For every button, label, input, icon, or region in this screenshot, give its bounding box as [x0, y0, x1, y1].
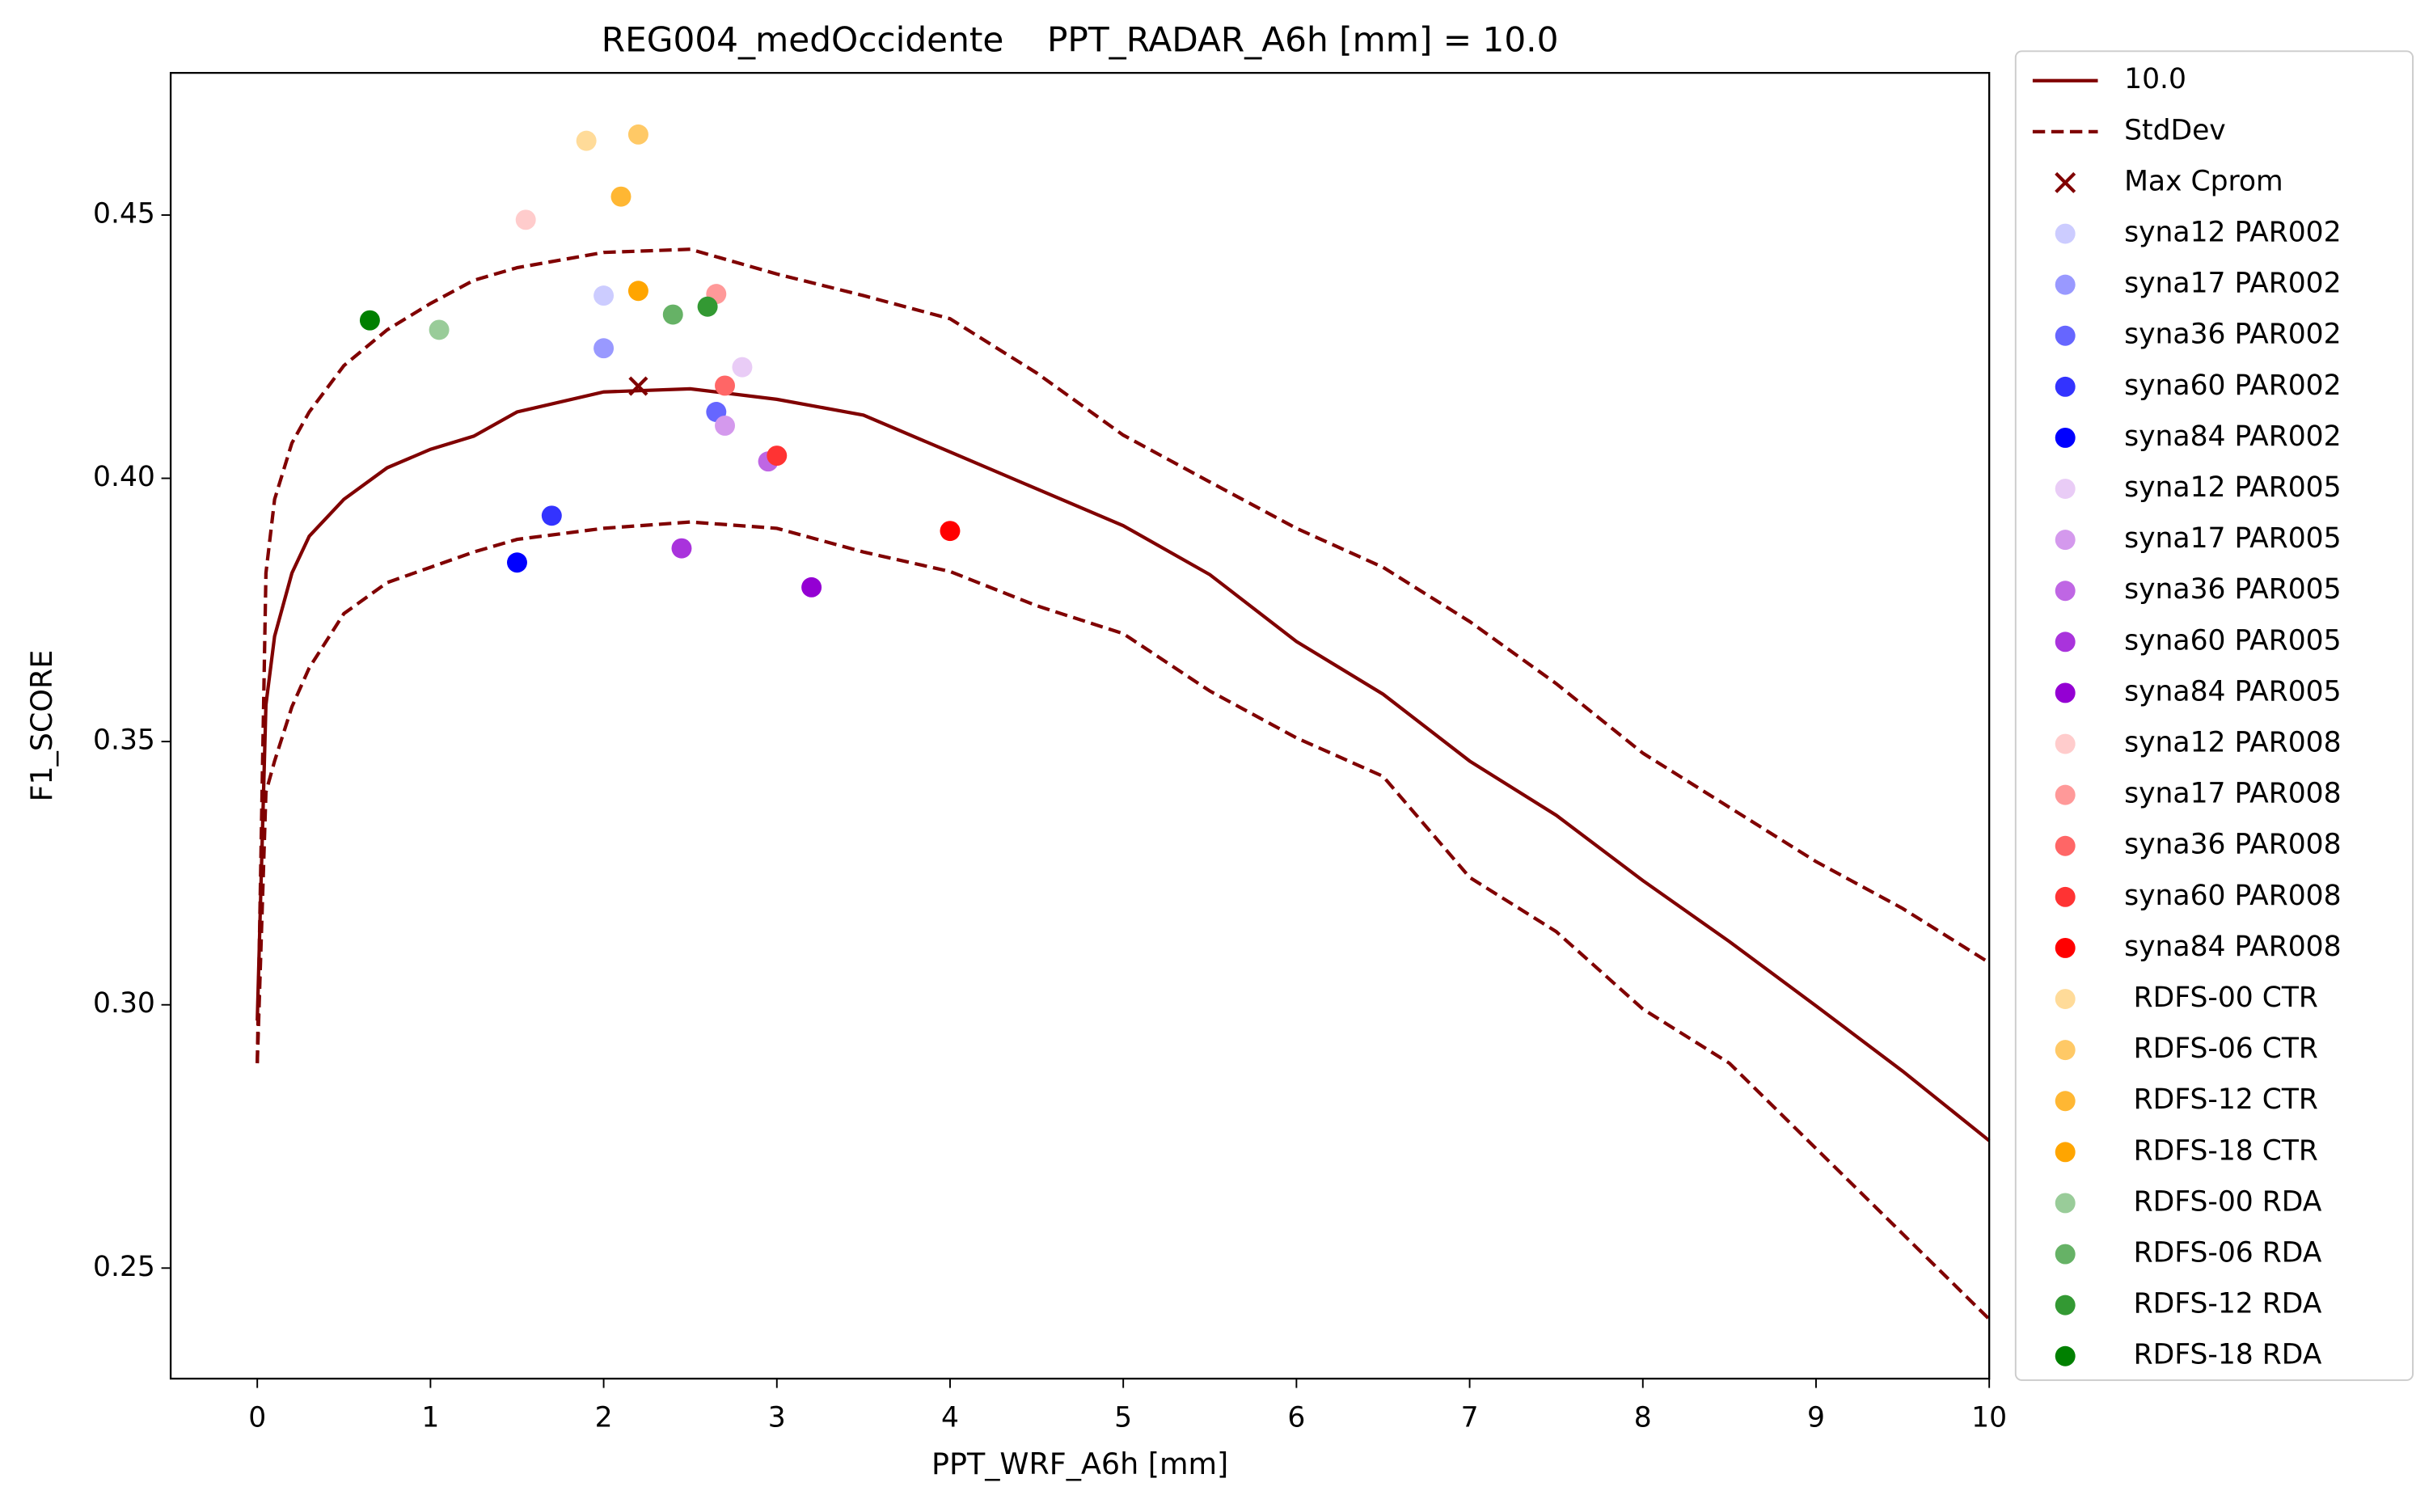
legend-handle [2055, 1345, 2076, 1366]
scatter-point [429, 319, 450, 340]
legend-label: RDFS-18 CTR [2134, 1134, 2318, 1167]
scatter-point [541, 505, 562, 526]
series-line [256, 247, 1991, 1063]
x-tick-label: 7 [1461, 1401, 1479, 1434]
scatter-point [940, 521, 961, 542]
legend-label: syna60 PAR008 [2124, 880, 2341, 912]
legend-label: syna84 PAR008 [2124, 931, 2341, 963]
legend-label: RDFS-06 RDA [2134, 1237, 2322, 1269]
axes-frame [169, 71, 1991, 1380]
scatter-point [715, 375, 735, 396]
x-tick-label: 5 [1114, 1401, 1132, 1434]
legend-label: syna36 PAR005 [2124, 573, 2341, 606]
legend-label: syna60 PAR005 [2124, 624, 2341, 657]
legend-handle [2055, 886, 2076, 907]
legend-label: syna17 PAR005 [2124, 522, 2341, 555]
legend-handle [2055, 376, 2076, 397]
legend-handle [2055, 1294, 2076, 1316]
marker-cross [628, 376, 648, 396]
x-tick-label: 2 [595, 1401, 613, 1434]
legend-handle [2055, 581, 2076, 602]
scatter-point [732, 357, 753, 378]
scatter-point [359, 310, 380, 331]
legend-label: 10.0 [2124, 63, 2186, 95]
legend-handle [2055, 631, 2076, 653]
scatter-point [593, 285, 615, 306]
legend-label: syna84 PAR005 [2124, 675, 2341, 707]
scatter-point [767, 446, 788, 467]
x-tick-label: 8 [1634, 1401, 1652, 1434]
legend-handle [2055, 835, 2076, 856]
legend-handle [2055, 1040, 2076, 1061]
x-tick-label: 4 [941, 1401, 959, 1434]
legend-handle [2055, 325, 2076, 346]
y-tick-label: 0.30 [93, 987, 155, 1020]
y-tick-label: 0.45 [93, 197, 155, 230]
y-tick-label: 0.25 [93, 1251, 155, 1283]
x-axis-label: PPT_WRF_A6h [mm] [931, 1447, 1228, 1481]
legend-handle [2055, 1244, 2076, 1265]
legend-label: syna12 PAR008 [2124, 727, 2341, 759]
legend-label: Max Cprom [2124, 165, 2283, 197]
legend-label: RDFS-12 RDA [2134, 1288, 2322, 1320]
legend-handle [2055, 274, 2076, 295]
scatter-point [662, 304, 683, 325]
legend-label: syna60 PAR002 [2124, 370, 2341, 402]
scatter-point [697, 296, 718, 317]
scatter-point [671, 538, 692, 559]
legend-handle [2055, 989, 2076, 1010]
legend-label: syna17 PAR002 [2124, 268, 2341, 300]
legend-box [2014, 50, 2414, 1381]
legend-handle [2055, 530, 2076, 551]
plot-area [256, 124, 1991, 1320]
scatter-point [627, 124, 648, 145]
legend-label: syna17 PAR008 [2124, 778, 2341, 810]
legend-label: StdDev [2124, 114, 2226, 146]
scatter-point [715, 415, 735, 436]
scatter-point [515, 209, 536, 230]
legend-handle [2055, 479, 2076, 500]
y-tick-label: 0.35 [93, 724, 155, 757]
legend-handle [2055, 937, 2076, 958]
legend-handle [2055, 427, 2076, 448]
legend-label: syna84 PAR002 [2124, 420, 2341, 453]
legend-label: syna12 PAR005 [2124, 471, 2341, 504]
x-tick-label: 0 [248, 1401, 266, 1434]
legend-handle [2055, 733, 2076, 754]
legend-handle [2055, 1091, 2076, 1112]
legend-handle [2055, 1193, 2076, 1214]
x-tick-label: 1 [421, 1401, 439, 1434]
x-tick-label: 6 [1287, 1401, 1305, 1434]
x-tick-label: 9 [1807, 1401, 1825, 1434]
chart-title: REG004_medOccidente PPT_RADAR_A6h [mm] =… [602, 19, 1559, 59]
series-line [256, 520, 1991, 1320]
legend-handle [2055, 171, 2076, 193]
legend-handle [2055, 682, 2076, 703]
legend-label: syna36 PAR002 [2124, 319, 2341, 351]
legend-label: RDFS-06 CTR [2134, 1033, 2318, 1065]
scatter-point [576, 130, 597, 151]
y-tick-label: 0.40 [93, 461, 155, 493]
legend-label: RDFS-18 RDA [2134, 1339, 2322, 1371]
series-line [256, 386, 1991, 1142]
x-tick-label: 10 [1971, 1401, 2007, 1434]
scatter-point [627, 281, 648, 302]
legend-handle [2055, 223, 2076, 244]
legend-label: syna36 PAR008 [2124, 829, 2341, 861]
y-axis-label: F1_SCORE [24, 650, 59, 802]
x-tick-label: 3 [768, 1401, 786, 1434]
scatter-point [801, 577, 822, 598]
legend-label: RDFS-12 CTR [2134, 1083, 2318, 1116]
legend-label: syna12 PAR002 [2124, 217, 2341, 249]
scatter-point [610, 186, 631, 207]
legend-label: RDFS-00 RDA [2134, 1185, 2322, 1218]
scatter-point [593, 338, 615, 359]
scatter-point [507, 552, 527, 573]
legend-label: RDFS-00 CTR [2134, 982, 2318, 1014]
legend-handle [2055, 784, 2076, 805]
legend-handle [2055, 1142, 2076, 1163]
